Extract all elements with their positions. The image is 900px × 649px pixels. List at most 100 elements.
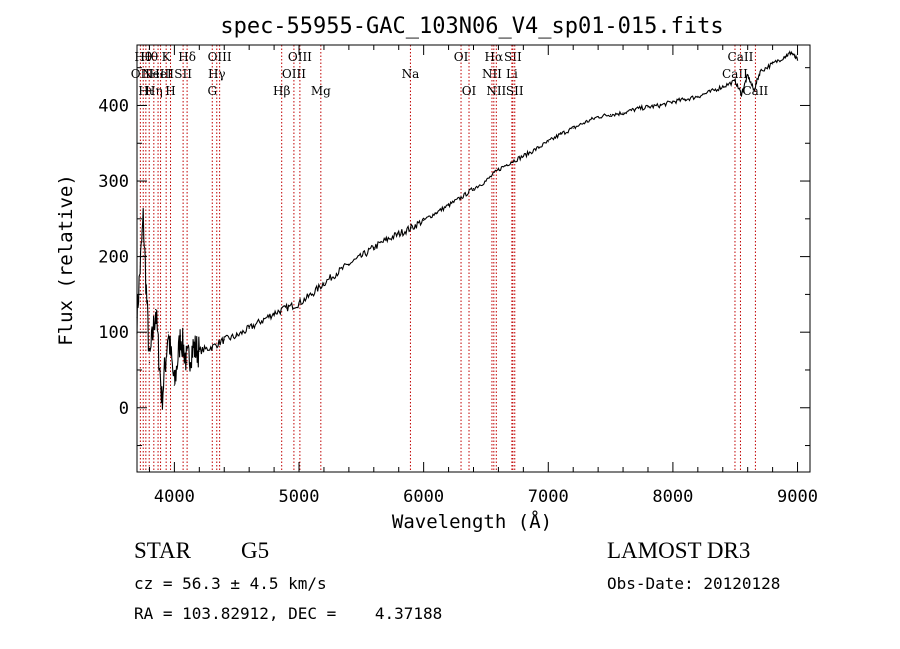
- line-marker-label-1: Hθ: [134, 50, 152, 64]
- y-tick-label-1: 100: [98, 323, 129, 343]
- spectrum-point-32: [472, 187, 475, 190]
- spectrum-point-56: [753, 89, 755, 91]
- line-marker-label-27: CaII: [722, 67, 748, 81]
- line-marker-label-15: OIII: [282, 67, 306, 81]
- spectrum-point-30: [447, 204, 450, 206]
- line-marker-label-14: Hβ: [273, 84, 290, 98]
- spectrum-point-5: [167, 331, 169, 333]
- spectrum-point-51: [709, 91, 711, 93]
- spectrum-point-33: [485, 180, 487, 182]
- line-marker-label-25: SII: [504, 50, 522, 64]
- line-marker-label-29: CaII: [742, 84, 768, 98]
- x-tick-label-0: 4000: [154, 487, 195, 507]
- line-marker-label-24: Li: [506, 67, 518, 81]
- line-marker-label-13: OIII: [208, 50, 232, 64]
- spectrum-point-44: [622, 112, 624, 114]
- spectrum-point-59: [784, 55, 786, 57]
- redshift-value: cz = 56.3 ± 4.5 km/s: [134, 574, 327, 593]
- x-tick-label-3: 7000: [528, 487, 569, 507]
- spectral-subclass: G5: [241, 538, 270, 563]
- spectrum-point-7: [180, 335, 182, 337]
- spectrum-point-12: [223, 339, 225, 341]
- coordinates: RA = 103.82912, DEC = 4.37188: [134, 604, 443, 623]
- survey-name: LAMOST DR3: [607, 538, 751, 563]
- x-axis-label: Wavelength (Å): [392, 510, 552, 533]
- chart-title: spec-55955-GAC_103N06_V4_sp01-015.fits: [220, 14, 723, 39]
- spectrum-point-37: [535, 148, 537, 150]
- spectrum-point-61: [796, 59, 799, 61]
- spectrum-point-15: [261, 320, 263, 322]
- spectrum-point-3: [155, 308, 157, 311]
- spectrum-point-60: [790, 51, 792, 54]
- spectrum-point-4: [161, 399, 163, 401]
- spectrum-point-40: [572, 127, 574, 129]
- line-marker-label-16: OIII: [288, 50, 312, 64]
- spectrum-line: [136, 50, 799, 410]
- spectrum-point-28: [423, 219, 425, 221]
- spectrum-series: [136, 50, 799, 410]
- spectrum-point-22: [348, 263, 350, 265]
- line-marker-label-10: Hδ: [178, 50, 196, 64]
- spectrum-point-26: [398, 233, 400, 235]
- object-class: STAR: [134, 538, 191, 563]
- spectrum-point-54: [740, 93, 743, 95]
- line-marker-label-26: SII: [506, 84, 524, 98]
- spectrum-point-58: [772, 63, 774, 65]
- spectrum-point-6: [173, 384, 175, 386]
- line-marker-label-4: Hη: [145, 84, 163, 98]
- y-axis-label: Flux (relative): [55, 174, 77, 346]
- x-tick-label-1: 5000: [279, 487, 320, 507]
- spectrum-point-53: [734, 80, 736, 82]
- line-marker-label-9: SII: [174, 67, 192, 81]
- spectrum-point-52: [722, 85, 724, 88]
- line-marker-label-21: NII: [482, 67, 502, 81]
- spectrum-point-2: [148, 361, 151, 364]
- line-marker-label-2: Hι: [138, 84, 153, 98]
- line-marker-label-23: NII: [486, 84, 506, 98]
- line-marker-label-28: CaII: [728, 50, 754, 64]
- spectrum-point-14: [248, 327, 250, 330]
- y-tick-label-4: 400: [98, 96, 129, 116]
- spectrum-point-35: [510, 161, 512, 163]
- spectrum-point-39: [560, 133, 562, 135]
- plot-frame: [136, 44, 811, 473]
- spectrum-point-20: [323, 282, 325, 284]
- spectrum-point-50: [697, 95, 699, 97]
- spectrum-point-11: [211, 346, 213, 348]
- line-marker-label-8: H: [165, 84, 175, 98]
- line-marker-label-18: Na: [402, 67, 420, 81]
- line-marker-label-11: G: [207, 84, 217, 98]
- axis-ticks: 4000 5000 6000 7000 8000 9000 0 100 200 300 400: [98, 45, 818, 507]
- spectrum-point-46: [647, 106, 649, 108]
- spectrum-point-8: [186, 361, 188, 364]
- spectrum-point-16: [273, 312, 275, 314]
- spectrum-point-9: [192, 346, 194, 348]
- spectrum-point-41: [585, 121, 587, 123]
- spectrum-point-55: [747, 74, 749, 76]
- spectrum-point-34: [497, 169, 500, 171]
- spectrum-point-57: [759, 70, 761, 73]
- spectrum-point-10: [198, 350, 200, 352]
- y-tick-label-2: 200: [98, 248, 129, 268]
- spectrum-point-36: [522, 155, 524, 157]
- spectrum-point-25: [385, 239, 387, 241]
- spectrum-point-31: [460, 197, 462, 199]
- observation-date: Obs-Date: 20120128: [607, 574, 781, 593]
- spectrum-point-24: [373, 246, 375, 249]
- line-marker-label-6: HeI: [149, 67, 172, 81]
- x-tick-label-5: 9000: [777, 487, 818, 507]
- line-markers: OIIHθHιHθHηNeIIIHeIKHSIIHδGHγOIIIHβOIIIO…: [131, 45, 769, 472]
- spectrum-point-19: [310, 293, 313, 295]
- line-marker-label-12: Hγ: [208, 67, 226, 81]
- spectrum-point-18: [298, 302, 300, 305]
- line-marker-label-3: Hθ: [140, 50, 158, 64]
- line-marker-label-17: Mg: [311, 84, 331, 98]
- spectrum-point-38: [547, 141, 549, 143]
- y-tick-label-3: 300: [98, 172, 129, 192]
- spectrum-point-43: [609, 113, 612, 116]
- x-tick-label-4: 8000: [652, 487, 693, 507]
- spectrum-point-13: [236, 335, 238, 337]
- spectrum-point-1: [142, 218, 144, 220]
- spectrum-point-17: [285, 307, 288, 309]
